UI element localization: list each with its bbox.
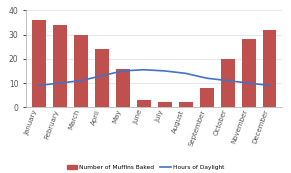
Bar — [32, 20, 46, 107]
Bar — [95, 49, 109, 107]
Bar — [179, 102, 193, 107]
Bar — [242, 39, 255, 107]
Bar — [53, 25, 67, 107]
Bar — [158, 102, 172, 107]
Bar — [137, 100, 150, 107]
Bar — [221, 59, 235, 107]
Bar — [116, 69, 129, 107]
Bar — [263, 30, 276, 107]
Bar — [200, 88, 214, 107]
Bar — [74, 35, 88, 107]
Legend: Number of Muffins Baked, Hours of Daylight: Number of Muffins Baked, Hours of Daylig… — [67, 165, 224, 170]
